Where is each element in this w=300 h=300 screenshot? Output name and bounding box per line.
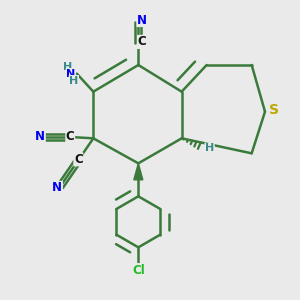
- Polygon shape: [134, 163, 143, 180]
- Text: H: H: [205, 143, 214, 153]
- Text: N: N: [35, 130, 45, 143]
- Text: H: H: [63, 62, 73, 72]
- Text: N: N: [66, 69, 76, 79]
- Text: N: N: [52, 181, 62, 194]
- Text: H: H: [69, 76, 79, 85]
- Text: C: C: [74, 153, 83, 166]
- Text: C: C: [138, 35, 146, 48]
- Text: N: N: [137, 14, 147, 26]
- Text: S: S: [269, 103, 279, 117]
- Text: Cl: Cl: [132, 264, 145, 277]
- Text: C: C: [66, 130, 75, 143]
